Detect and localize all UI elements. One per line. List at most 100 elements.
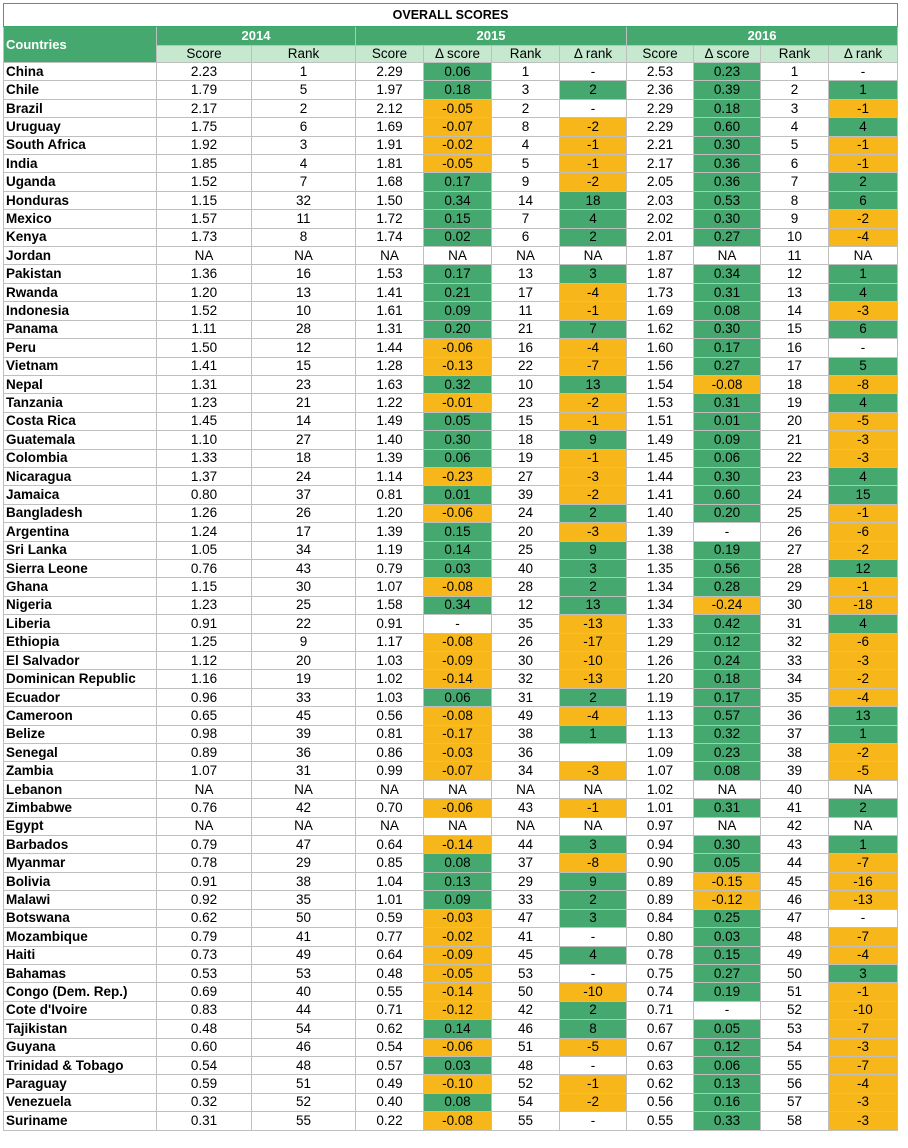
value-cell: 1.01 [626,798,694,818]
delta-cell: 0.17 [423,172,492,192]
delta-cell: -1 [559,411,627,432]
value-cell: 1.33 [156,448,252,468]
delta-cell: -0.02 [423,927,492,947]
country-cell: Argentina [3,522,157,542]
value-cell: 50 [760,963,829,984]
delta-cell: -1 [559,154,627,174]
value-cell: 13 [491,264,560,284]
value-cell: 1.56 [626,356,694,376]
value-cell: 1.58 [355,595,424,616]
value-cell: 21 [760,430,829,450]
value-cell: 1.02 [626,779,694,800]
value-cell: 20 [760,411,829,432]
value-cell: 42 [251,798,356,818]
table-row: Myanmar 0.78 29 0.85 0.08 37 -8 0.90 0.05 44 -7 [3,853,899,873]
value-cell: 34 [760,669,829,689]
value-cell: 27 [760,540,829,560]
country-cell: Suriname [3,1111,157,1131]
value-cell: 38 [491,724,560,745]
value-cell: 27 [491,466,560,487]
value-cell: 0.67 [626,1019,694,1039]
value-cell: 1.15 [156,190,252,211]
country-cell: Peru [3,338,157,358]
value-cell: 3 [760,98,829,119]
delta-cell: -3 [559,761,627,781]
value-cell: 1.41 [156,356,252,376]
value-cell: 31 [251,761,356,781]
value-cell: 0.81 [355,724,424,745]
value-cell: 10 [491,374,560,395]
value-cell: 14 [251,411,356,432]
delta-cell: 0.06 [423,448,492,468]
value-cell: 1.39 [626,522,694,542]
delta-cell: 0.32 [693,724,761,745]
value-cell: 22 [251,614,356,634]
value-cell: 29 [491,871,560,892]
value-cell: 1.13 [626,706,694,726]
delta-cell: -0.08 [693,374,761,395]
delta-cell: 0.13 [423,871,492,892]
value-cell: 24 [491,503,560,524]
delta-cell: -3 [827,430,899,450]
delta-cell: - [827,338,899,358]
delta-cell: -4 [827,687,899,708]
table-row: Uganda 1.52 7 1.68 0.17 9 -2 2.05 0.36 7 2 [3,172,899,192]
delta-cell: 0.01 [423,485,492,505]
delta-cell: 0.06 [423,61,492,82]
value-cell: 51 [760,982,829,1002]
column-header: Score [355,45,424,63]
overall-scores-table: OVERALL SCORES Countries 2014 2015 2016 … [2,3,899,1131]
delta-cell: -4 [827,1074,899,1094]
delta-cell: -1 [559,448,627,468]
column-header: Δ rank [559,45,627,63]
value-cell: 0.64 [355,835,424,855]
delta-cell: 0.19 [693,982,761,1002]
value-cell: 48 [491,1055,560,1076]
delta-cell: -0.12 [423,1000,492,1021]
delta-cell: -4 [827,945,899,965]
value-cell: 1.04 [355,871,424,892]
value-cell: 41 [251,927,356,947]
delta-cell: 0.20 [423,319,492,340]
value-cell: 16 [251,264,356,284]
value-cell: 10 [251,301,356,321]
value-cell: 0.74 [626,982,694,1002]
value-cell: 0.62 [355,1019,424,1039]
country-cell: Jordan [3,246,157,266]
value-cell: 49 [491,706,560,726]
table-row: Haiti 0.73 49 0.64 -0.09 45 4 0.78 0.15 49 -4 [3,945,899,965]
value-cell: 1.60 [626,338,694,358]
delta-cell: 0.08 [423,1092,492,1113]
delta-cell: -1 [827,982,899,1002]
value-cell: 1.52 [156,172,252,192]
delta-cell: 4 [827,282,899,303]
delta-cell: NA [423,246,492,266]
delta-cell: -0.07 [423,117,492,137]
value-cell: 1 [251,61,356,82]
delta-cell: -2 [827,669,899,689]
delta-cell: -13 [559,669,627,689]
delta-cell: 0.19 [693,540,761,560]
value-cell: 0.56 [626,1092,694,1113]
value-cell: 1.97 [355,80,424,100]
value-cell: 0.53 [156,963,252,984]
value-cell: 1.22 [355,393,424,413]
value-cell: 0.78 [156,853,252,873]
country-cell: Belize [3,724,157,745]
value-cell: 2.01 [626,227,694,248]
delta-cell: 1 [827,80,899,100]
country-cell: Nepal [3,374,157,395]
value-cell: 39 [251,724,356,745]
value-cell: 16 [760,338,829,358]
value-cell: 6 [491,227,560,248]
delta-cell: 0.18 [423,80,492,100]
delta-cell: - [559,1111,627,1131]
value-cell: 55 [491,1111,560,1131]
value-cell: 12 [251,338,356,358]
delta-cell: 4 [559,209,627,229]
value-cell: 37 [251,485,356,505]
table-row: Jamaica 0.80 37 0.81 0.01 39 -2 1.41 0.60 24 15 [3,485,899,505]
value-cell: 2.05 [626,172,694,192]
delta-cell: 0.15 [423,209,492,229]
value-cell: 1.31 [355,319,424,340]
